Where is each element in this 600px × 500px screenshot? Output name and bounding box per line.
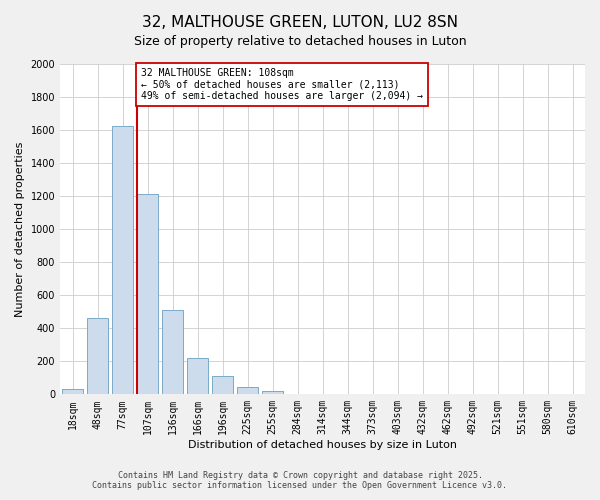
Bar	[137, 194, 158, 394]
Bar	[187, 358, 208, 395]
Bar	[212, 376, 233, 394]
Bar	[87, 318, 108, 394]
Text: 32, MALTHOUSE GREEN, LUTON, LU2 8SN: 32, MALTHOUSE GREEN, LUTON, LU2 8SN	[142, 15, 458, 30]
Y-axis label: Number of detached properties: Number of detached properties	[15, 142, 25, 317]
Bar	[262, 391, 283, 394]
Bar	[162, 310, 183, 394]
Bar	[112, 126, 133, 394]
X-axis label: Distribution of detached houses by size in Luton: Distribution of detached houses by size …	[188, 440, 457, 450]
Text: Contains HM Land Registry data © Crown copyright and database right 2025.
Contai: Contains HM Land Registry data © Crown c…	[92, 470, 508, 490]
Text: 32 MALTHOUSE GREEN: 108sqm
← 50% of detached houses are smaller (2,113)
49% of s: 32 MALTHOUSE GREEN: 108sqm ← 50% of deta…	[140, 68, 422, 102]
Bar	[62, 388, 83, 394]
Bar	[237, 387, 258, 394]
Text: Size of property relative to detached houses in Luton: Size of property relative to detached ho…	[134, 35, 466, 48]
